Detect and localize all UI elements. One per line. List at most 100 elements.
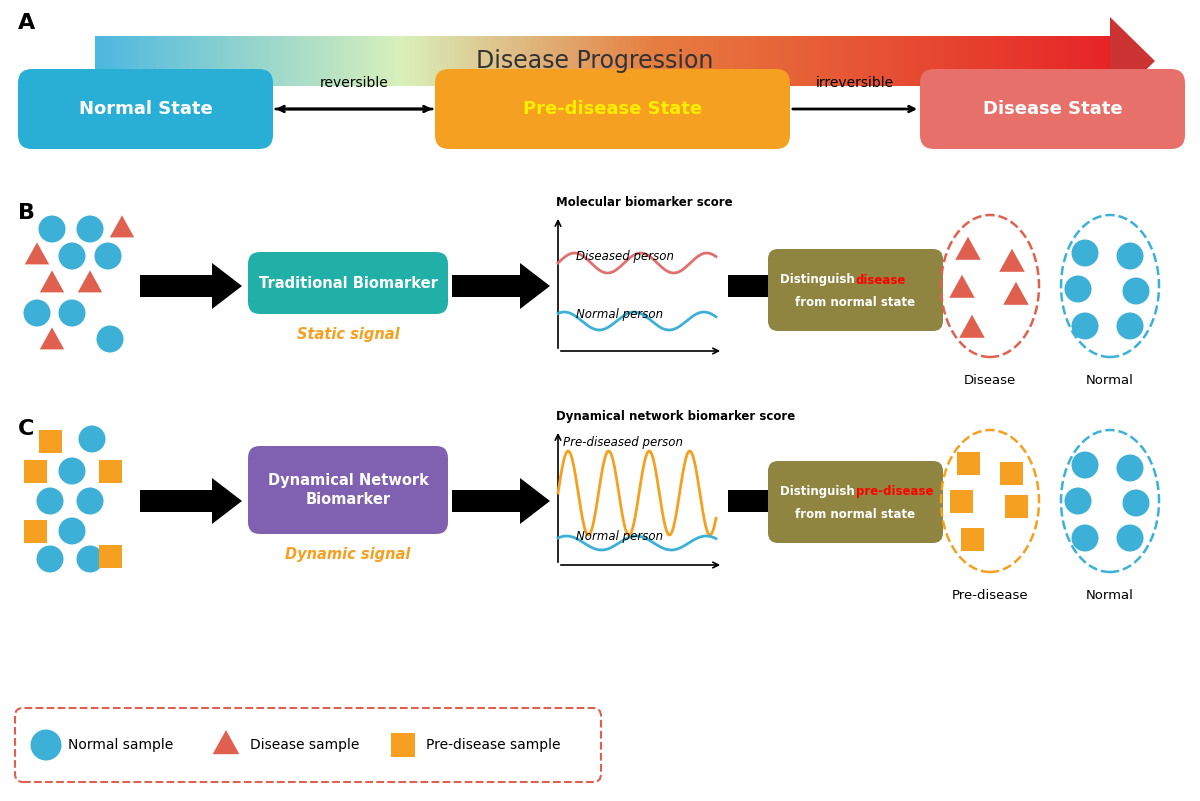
Polygon shape: [349, 36, 352, 86]
Polygon shape: [707, 36, 710, 86]
Polygon shape: [955, 237, 980, 260]
Polygon shape: [779, 36, 782, 86]
FancyBboxPatch shape: [768, 461, 943, 543]
Polygon shape: [857, 36, 859, 86]
Polygon shape: [254, 36, 258, 86]
Polygon shape: [180, 36, 182, 86]
Polygon shape: [816, 36, 820, 86]
Polygon shape: [292, 36, 295, 86]
Polygon shape: [846, 36, 850, 86]
Polygon shape: [484, 36, 487, 86]
Polygon shape: [948, 36, 950, 86]
Bar: [956, 452, 979, 474]
Polygon shape: [874, 36, 876, 86]
Polygon shape: [403, 36, 407, 86]
Polygon shape: [805, 36, 809, 86]
Circle shape: [1072, 239, 1098, 267]
Polygon shape: [1043, 36, 1045, 86]
Polygon shape: [924, 36, 928, 86]
Polygon shape: [251, 36, 254, 86]
Polygon shape: [1032, 36, 1036, 86]
Text: B: B: [18, 203, 35, 223]
Polygon shape: [991, 36, 995, 86]
Polygon shape: [359, 36, 362, 86]
Polygon shape: [308, 36, 312, 86]
Polygon shape: [437, 36, 440, 86]
Polygon shape: [212, 478, 242, 524]
Polygon shape: [768, 36, 772, 86]
Polygon shape: [565, 36, 569, 86]
Polygon shape: [728, 490, 785, 512]
Polygon shape: [413, 36, 416, 86]
Polygon shape: [1052, 36, 1056, 86]
Circle shape: [1072, 525, 1098, 552]
Polygon shape: [238, 36, 240, 86]
Polygon shape: [876, 36, 880, 86]
Text: Disease: Disease: [964, 374, 1016, 387]
Polygon shape: [556, 36, 558, 86]
Text: Normal person: Normal person: [576, 530, 664, 543]
Polygon shape: [1080, 36, 1082, 86]
Circle shape: [30, 730, 61, 760]
Polygon shape: [396, 36, 400, 86]
Circle shape: [96, 325, 124, 352]
Bar: [38, 429, 61, 453]
Polygon shape: [298, 36, 301, 86]
Polygon shape: [944, 36, 948, 86]
Polygon shape: [931, 36, 934, 86]
Polygon shape: [457, 36, 461, 86]
Polygon shape: [562, 36, 565, 86]
Bar: [24, 520, 47, 542]
Polygon shape: [728, 275, 785, 297]
Polygon shape: [643, 36, 647, 86]
Polygon shape: [569, 36, 572, 86]
Polygon shape: [115, 36, 119, 86]
Bar: [960, 528, 984, 550]
Polygon shape: [727, 36, 731, 86]
Polygon shape: [704, 36, 707, 86]
Text: irreversible: irreversible: [816, 76, 894, 90]
Polygon shape: [214, 36, 217, 86]
Circle shape: [59, 517, 85, 545]
Polygon shape: [515, 36, 518, 86]
Polygon shape: [338, 36, 342, 86]
Polygon shape: [335, 36, 338, 86]
Polygon shape: [599, 36, 602, 86]
Polygon shape: [1022, 36, 1026, 86]
Polygon shape: [234, 36, 238, 86]
Polygon shape: [738, 36, 742, 86]
Text: Distinguish: Distinguish: [780, 485, 859, 498]
Text: Normal sample: Normal sample: [68, 738, 173, 752]
Polygon shape: [470, 36, 474, 86]
Polygon shape: [762, 36, 764, 86]
Polygon shape: [978, 36, 982, 86]
Polygon shape: [694, 36, 697, 86]
Polygon shape: [1045, 36, 1049, 86]
Polygon shape: [920, 36, 924, 86]
Polygon shape: [366, 36, 370, 86]
Polygon shape: [1006, 36, 1008, 86]
Polygon shape: [656, 36, 660, 86]
Polygon shape: [467, 36, 470, 86]
Circle shape: [1122, 277, 1150, 304]
Text: from normal state: from normal state: [796, 296, 916, 309]
Polygon shape: [186, 36, 190, 86]
Polygon shape: [826, 36, 829, 86]
Polygon shape: [721, 36, 725, 86]
Circle shape: [77, 545, 103, 573]
Polygon shape: [426, 36, 430, 86]
Polygon shape: [904, 36, 907, 86]
Polygon shape: [764, 36, 768, 86]
Polygon shape: [444, 36, 446, 86]
Polygon shape: [937, 36, 941, 86]
Polygon shape: [301, 36, 305, 86]
Polygon shape: [193, 36, 197, 86]
Polygon shape: [664, 36, 667, 86]
Polygon shape: [25, 243, 49, 264]
Polygon shape: [420, 36, 424, 86]
Polygon shape: [1076, 36, 1080, 86]
Polygon shape: [450, 36, 454, 86]
Polygon shape: [244, 36, 247, 86]
Polygon shape: [454, 36, 457, 86]
Polygon shape: [670, 36, 673, 86]
